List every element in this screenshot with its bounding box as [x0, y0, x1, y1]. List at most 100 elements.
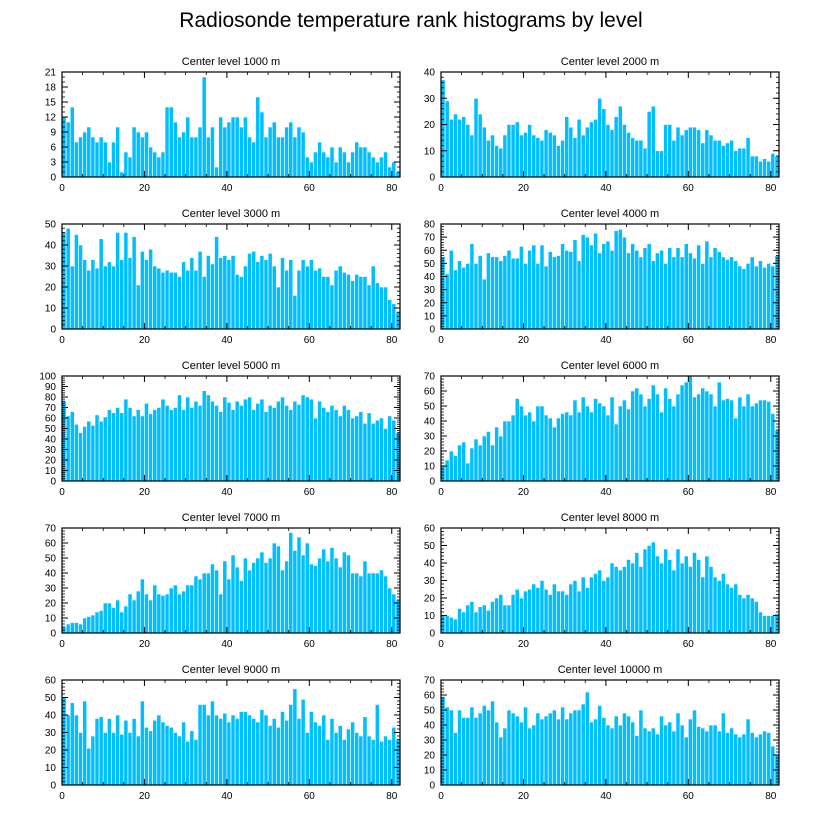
bar — [704, 240, 710, 330]
y-tick-label: 10 — [45, 304, 57, 315]
bar — [741, 733, 747, 786]
bar — [164, 405, 170, 482]
bar — [539, 244, 545, 330]
chart-title: Center level 10000 m — [558, 664, 663, 676]
bar — [280, 136, 285, 178]
bar — [263, 259, 269, 330]
bar — [102, 732, 108, 786]
bar — [514, 398, 520, 482]
bar — [280, 711, 285, 786]
bar — [226, 401, 232, 482]
bar — [617, 228, 623, 330]
bar — [469, 243, 475, 330]
bar — [267, 725, 273, 786]
x-tick-label: 80 — [386, 791, 398, 802]
bar — [679, 384, 685, 482]
bar — [733, 150, 739, 178]
bar — [527, 124, 532, 178]
x-tick-label: 40 — [221, 791, 233, 802]
x-tick-label: 20 — [139, 639, 151, 650]
x-tick-label: 0 — [59, 791, 65, 802]
bar — [296, 404, 302, 482]
bar — [523, 263, 528, 330]
bar — [650, 384, 656, 482]
bar — [745, 718, 751, 786]
bar — [523, 590, 528, 634]
x-tick-label: 40 — [600, 183, 612, 194]
bar — [609, 727, 615, 786]
bar — [185, 116, 191, 178]
bar — [692, 126, 697, 178]
bar — [205, 394, 211, 482]
bar — [551, 709, 557, 786]
y-tick-label: 50 — [424, 259, 436, 270]
bar — [634, 735, 640, 786]
bar — [720, 573, 726, 634]
bar — [609, 129, 615, 178]
bar — [127, 156, 133, 178]
bar — [498, 736, 504, 786]
bar — [107, 718, 112, 786]
x-tick-label: 80 — [765, 335, 777, 346]
bar — [86, 269, 92, 330]
bar — [576, 709, 582, 786]
bar — [481, 278, 487, 330]
bar — [556, 718, 561, 786]
bar — [597, 252, 603, 330]
bar — [387, 415, 393, 482]
bar — [605, 576, 611, 634]
bar — [230, 409, 236, 482]
bar — [358, 575, 364, 634]
bar — [276, 400, 281, 482]
bar — [617, 724, 623, 786]
bar — [729, 727, 734, 786]
bar — [284, 126, 290, 178]
y-tick-label: 100 — [39, 372, 56, 383]
bar — [354, 141, 360, 178]
bar — [119, 733, 125, 786]
bar — [568, 712, 574, 786]
bar — [737, 594, 743, 634]
bar — [94, 718, 100, 786]
bar — [329, 718, 335, 786]
bar — [78, 623, 83, 634]
bar — [506, 604, 512, 634]
bar — [362, 276, 368, 330]
bar — [185, 740, 191, 786]
bar — [168, 726, 174, 786]
bar — [638, 139, 644, 178]
bar — [74, 423, 79, 482]
bar — [230, 714, 236, 786]
bar — [86, 126, 92, 178]
bar — [667, 721, 673, 786]
bar — [725, 259, 730, 330]
bar — [461, 267, 467, 330]
bar — [197, 126, 203, 178]
bar — [683, 736, 689, 786]
bar — [770, 413, 776, 482]
bar — [605, 414, 611, 482]
bar — [729, 587, 734, 634]
bar — [255, 261, 261, 330]
bar — [313, 417, 318, 482]
bar — [741, 405, 747, 482]
bar — [317, 557, 322, 634]
bar — [341, 405, 347, 482]
bar — [655, 150, 660, 178]
bar — [247, 569, 252, 634]
y-tick-label: 30 — [45, 728, 57, 739]
y-tick-label: 0 — [50, 477, 56, 488]
x-tick-label: 0 — [59, 335, 65, 346]
bar — [152, 409, 158, 482]
bar — [626, 132, 631, 178]
bar — [753, 402, 759, 482]
bar — [197, 251, 203, 330]
bar — [593, 118, 598, 178]
y-tick-label: 20 — [424, 751, 436, 762]
bar — [622, 236, 627, 330]
bar — [762, 399, 767, 482]
bar — [609, 249, 615, 330]
bar — [321, 548, 327, 634]
bar — [317, 400, 322, 482]
bar — [646, 111, 652, 178]
